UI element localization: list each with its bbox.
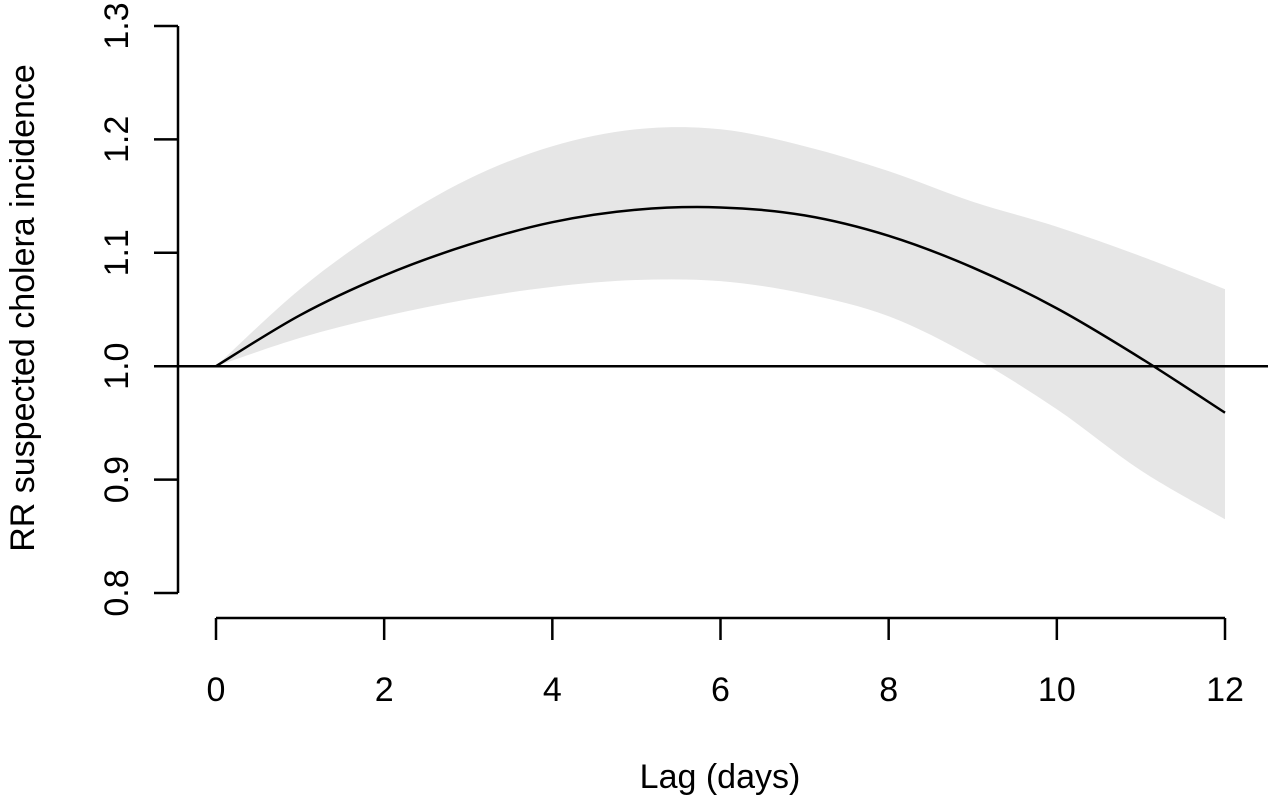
- y-tick-label: 1.0: [98, 343, 136, 390]
- confidence-band: [216, 127, 1225, 520]
- x-tick-label: 4: [543, 671, 562, 709]
- y-axis-ticks: 0.8 0.9 1.0 1.1 1.2 1.3: [98, 2, 178, 617]
- x-axis-title: Lag (days): [640, 758, 801, 796]
- x-tick-label: 10: [1038, 671, 1076, 709]
- y-tick-label: 0.9: [98, 456, 136, 503]
- x-axis-ticks: 0 2 4 6 8 10 12: [207, 618, 1244, 709]
- y-tick-label: 0.8: [98, 569, 136, 616]
- x-tick-label: 2: [375, 671, 394, 709]
- x-tick-label: 12: [1206, 671, 1244, 709]
- x-tick-label: 0: [207, 671, 226, 709]
- y-tick-label: 1.2: [98, 116, 136, 163]
- estimate-line: [215, 205, 1226, 414]
- y-axis-title: RR suspected cholera incidence: [4, 64, 42, 552]
- x-tick-label: 6: [711, 671, 730, 709]
- y-tick-label: 1.3: [98, 2, 136, 49]
- x-tick-label: 8: [879, 671, 898, 709]
- y-tick-label: 1.1: [98, 229, 136, 276]
